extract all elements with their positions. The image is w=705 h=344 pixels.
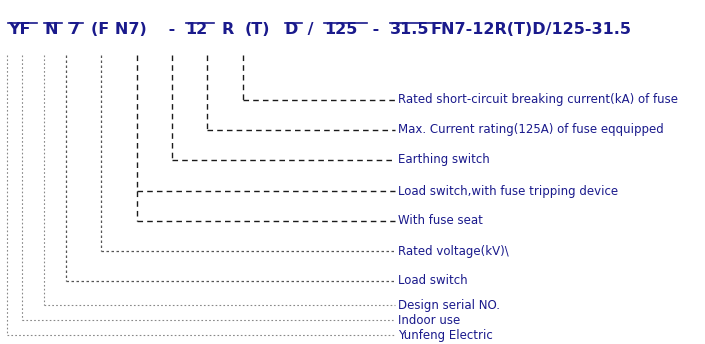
Text: FN7-12R(T)D/125-31.5: FN7-12R(T)D/125-31.5 xyxy=(430,22,631,37)
Text: 7: 7 xyxy=(69,22,80,37)
Text: /: / xyxy=(302,22,319,37)
Text: D: D xyxy=(285,22,298,37)
Text: Rated short-circuit breaking current(kA) of fuse: Rated short-circuit breaking current(kA)… xyxy=(398,94,678,107)
Text: Load switch,with fuse tripping device: Load switch,with fuse tripping device xyxy=(398,184,618,197)
Text: 125: 125 xyxy=(324,22,357,37)
Text: N: N xyxy=(44,22,58,37)
Text: (F N7): (F N7) xyxy=(90,22,147,37)
Text: YF: YF xyxy=(8,22,30,37)
Text: Rated voltage(kV)\: Rated voltage(kV)\ xyxy=(398,245,509,258)
Text: -: - xyxy=(163,22,180,37)
Text: Design serial NO.: Design serial NO. xyxy=(398,299,500,312)
Text: R: R xyxy=(221,22,234,37)
Text: Earthing switch: Earthing switch xyxy=(398,153,490,166)
Text: Indoor use: Indoor use xyxy=(398,313,460,326)
Text: -: - xyxy=(367,22,385,37)
Text: Yunfeng Electric: Yunfeng Electric xyxy=(398,329,493,342)
Text: (T): (T) xyxy=(245,22,270,37)
Text: With fuse seat: With fuse seat xyxy=(398,215,483,227)
Text: 12: 12 xyxy=(185,22,208,37)
Text: Load switch: Load switch xyxy=(398,275,467,288)
Text: Max. Current rating(125A) of fuse eqquipped: Max. Current rating(125A) of fuse eqquip… xyxy=(398,123,663,137)
Text: 31.5: 31.5 xyxy=(391,22,430,37)
